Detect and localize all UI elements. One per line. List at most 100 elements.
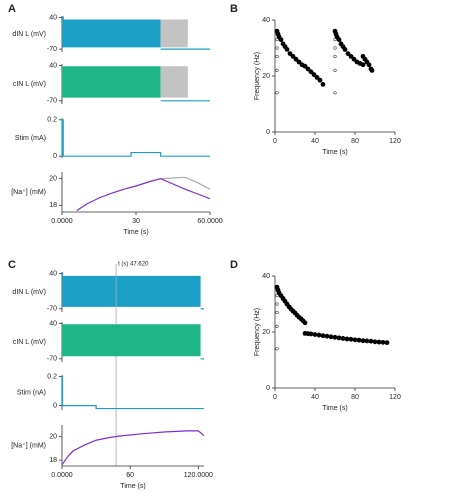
data-point: [332, 334, 338, 340]
y-tick-label: 40: [49, 14, 57, 21]
y-axis-label: cIN L (mV): [13, 339, 46, 346]
data-point: [333, 91, 337, 95]
y-tick-label: -70: [47, 306, 57, 313]
y-axis-label: Stim (nA): [17, 389, 46, 396]
data-point: [324, 333, 330, 339]
data-point: [275, 91, 279, 95]
data-point: [369, 68, 375, 73]
data-point: [366, 62, 372, 68]
data-point: [342, 47, 348, 52]
x-tick-label: 120: [389, 138, 401, 145]
data-point: [345, 51, 351, 56]
data-point: [356, 337, 362, 343]
y-tick-label: 40: [262, 273, 270, 280]
y-tick-label: -70: [47, 46, 57, 53]
panel-label: D: [230, 259, 238, 271]
y-tick-label: 0.2: [47, 117, 57, 124]
y-tick-label: -70: [47, 98, 57, 105]
data-point: [360, 62, 366, 68]
trace-line: [61, 430, 205, 466]
panel-label: B: [230, 3, 238, 15]
y-tick-label: 18: [49, 457, 57, 464]
data-point: [333, 68, 337, 72]
x-tick-label: 60: [126, 472, 134, 479]
y-tick-label: 20: [262, 329, 270, 336]
y-tick-label: -70: [47, 356, 57, 363]
data-point: [314, 75, 320, 80]
x-tick-label: 0: [273, 138, 277, 145]
data-point: [320, 333, 326, 339]
data-point: [336, 37, 342, 42]
y-axis-label: Stim (mA): [15, 135, 46, 142]
spike-band: [160, 19, 188, 48]
data-point: [293, 56, 299, 62]
data-point: [360, 338, 366, 344]
data-point: [275, 310, 279, 315]
y-axis-label: Frequency (Hz): [254, 52, 261, 100]
x-tick-label: 0.0000: [51, 472, 73, 479]
y-tick-label: 0.2: [47, 373, 57, 380]
data-point: [275, 324, 279, 329]
data-point: [275, 46, 279, 50]
y-tick-label: 40: [49, 270, 57, 277]
spike-band: [160, 66, 188, 98]
panel-label: A: [8, 3, 16, 15]
data-point: [368, 338, 374, 344]
panel-label: C: [8, 259, 16, 271]
cursor-label: t (s) 47.620: [118, 262, 149, 268]
y-tick-label: 0: [53, 153, 57, 160]
y-axis-label: [Na⁺] (mM): [11, 442, 46, 449]
x-tick-label: 120: [389, 394, 401, 401]
data-point: [275, 347, 279, 351]
x-tick-label: 60.0000: [197, 218, 222, 225]
data-point: [384, 340, 390, 346]
data-point: [275, 302, 279, 306]
data-point: [296, 59, 302, 65]
trace-line: [61, 119, 210, 157]
trace-line: [76, 178, 211, 212]
data-point: [333, 54, 337, 59]
data-point: [316, 332, 322, 338]
data-point: [364, 338, 370, 344]
spike-band: [62, 19, 161, 48]
spike-band: [62, 275, 201, 307]
trace-line: [61, 375, 204, 410]
y-axis-label: cIN L (mV): [13, 81, 46, 88]
x-tick-label: 40: [311, 394, 319, 401]
trace-line: [160, 176, 211, 190]
x-tick-label: 120.0000: [184, 472, 213, 479]
data-point: [305, 66, 311, 72]
data-point: [311, 72, 317, 77]
x-tick-label: 0.0000: [51, 218, 73, 225]
data-point: [320, 82, 326, 87]
data-point: [284, 47, 290, 52]
data-point: [328, 334, 334, 340]
data-point: [302, 320, 308, 326]
data-point: [312, 332, 318, 337]
spike-band: [62, 66, 161, 98]
data-point: [278, 37, 284, 42]
data-point: [333, 46, 337, 50]
data-point: [352, 337, 358, 343]
y-tick-label: 40: [262, 17, 270, 24]
y-tick-label: 20: [49, 434, 57, 441]
x-axis-label: Time (s): [322, 149, 347, 156]
data-point: [287, 51, 293, 56]
data-point: [340, 336, 346, 341]
data-point: [308, 331, 314, 337]
y-axis-label: dIN L (mV): [12, 31, 46, 38]
data-point: [275, 37, 279, 42]
y-tick-label: 18: [49, 202, 57, 209]
x-tick-label: 0: [273, 394, 277, 401]
data-point: [308, 69, 314, 75]
data-point: [348, 54, 354, 59]
y-axis-label: [Na⁺] (mM): [11, 189, 46, 196]
data-point: [380, 339, 386, 345]
y-tick-label: 20: [49, 176, 57, 183]
data-point: [372, 339, 378, 345]
data-point: [317, 77, 323, 83]
y-tick-label: 0: [266, 385, 270, 392]
y-axis-label: Frequency (Hz): [254, 308, 261, 356]
data-point: [275, 54, 279, 59]
data-point: [275, 68, 279, 72]
